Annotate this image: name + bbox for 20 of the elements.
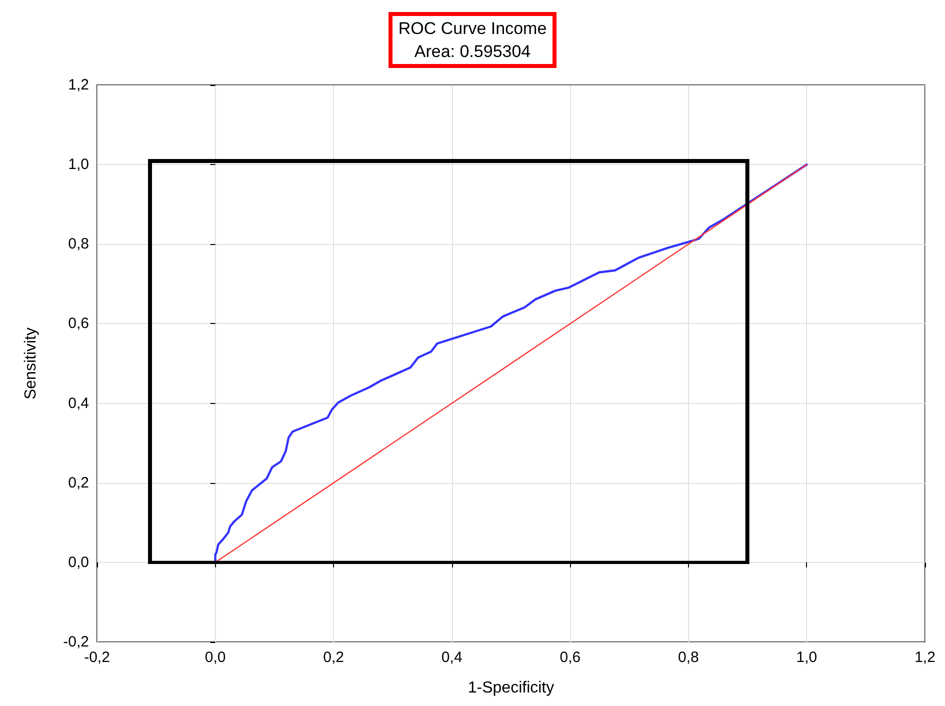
x-tick-label: 1,0 <box>796 649 818 666</box>
y-tick-label: 0,4 <box>68 394 89 412</box>
x-tick-label: 1,2 <box>914 649 936 666</box>
chart-subtitle: Area: 0.595304 <box>414 42 531 61</box>
y-tick-label: 1,2 <box>68 76 89 94</box>
y-tick-label: 0,0 <box>68 554 89 571</box>
x-tick-label: 0,6 <box>560 649 581 666</box>
y-tick-label: 0,2 <box>68 474 89 492</box>
y-tick-label: 1,0 <box>68 156 89 174</box>
y-tick-label: -0,2 <box>63 634 89 650</box>
x-tick-label: -0,2 <box>84 649 110 666</box>
x-tick-label: 0,0 <box>204 649 226 666</box>
y-axis-title: Sensitivity <box>22 327 40 400</box>
x-axis-title: 1-Specificity <box>468 680 554 696</box>
chart-title: ROC Curve Income <box>398 19 547 38</box>
x-tick-label: 0,8 <box>678 649 699 666</box>
x-tick-label: 0,2 <box>323 649 344 666</box>
y-tick-label: 0,6 <box>68 315 89 332</box>
y-tick-label: 0,8 <box>68 236 89 253</box>
x-tick-label: 0,4 <box>441 649 462 666</box>
